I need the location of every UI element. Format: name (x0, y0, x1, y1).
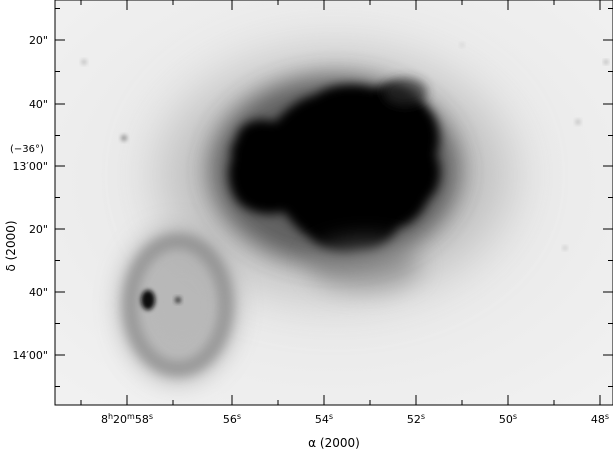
main-nebula-extension (310, 240, 420, 290)
star (121, 135, 127, 141)
axis-ticks (55, 0, 613, 405)
x-tick-label: 56s (223, 412, 241, 426)
star (604, 60, 608, 64)
main-nebula-filament (383, 78, 427, 106)
x-tick-label: 50s (499, 412, 517, 426)
secondary-nebula-shell (122, 233, 234, 377)
dec-degree-label: (−36°) (10, 144, 44, 155)
sky-image (55, 0, 613, 405)
x-axis-title: α (2000) (308, 436, 360, 450)
y-tick-label: 13′00" (12, 160, 48, 173)
y-axis-title: δ (2000) (4, 220, 18, 271)
axis-tick-labels: 8h20m58s 56s 54s 52s 50s 48s 20" 40" 13′00" 20" 40… (12, 34, 609, 426)
x-tick-label: 8h20m58s (101, 412, 153, 426)
x-tick-label: 54s (315, 412, 333, 426)
y-tick-label: 14′00" (12, 349, 48, 362)
y-tick-label: 20" (29, 223, 48, 236)
secondary-nebula-inner (154, 270, 210, 340)
secondary-nebula-spot (175, 297, 181, 303)
plot-frame (54, 0, 613, 406)
star (81, 59, 87, 65)
y-tick-label: 20" (29, 34, 48, 47)
x-tick-label: 52s (407, 412, 425, 426)
star (563, 246, 567, 250)
star (460, 43, 464, 47)
secondary-nebula-knot (141, 290, 155, 310)
y-tick-label: 40" (29, 98, 48, 111)
star (575, 119, 581, 125)
main-nebula-core (228, 84, 441, 253)
x-tick-label: 48s (591, 412, 609, 426)
y-tick-label: 40" (29, 286, 48, 299)
